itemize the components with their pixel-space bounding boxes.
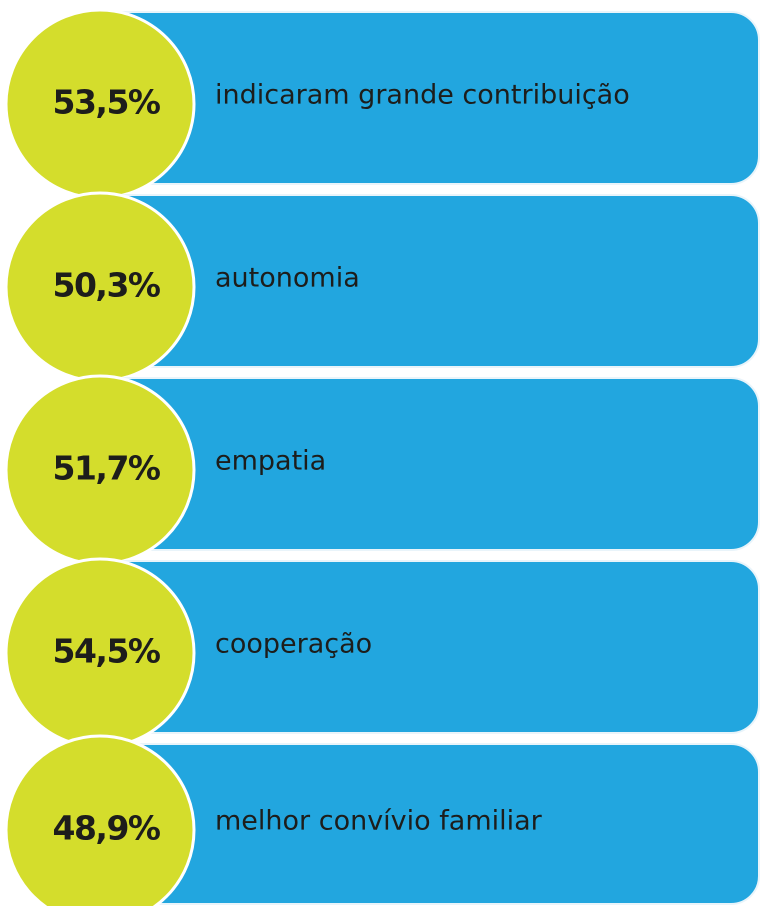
value-circle bbox=[4, 734, 196, 906]
stat-row: 48,9% melhor convívio familiar bbox=[4, 734, 760, 906]
stat-label: empatia bbox=[215, 446, 326, 477]
stat-value: 53,5% bbox=[53, 83, 161, 122]
stat-label: cooperação bbox=[215, 629, 372, 660]
stat-value: 54,5% bbox=[53, 632, 161, 671]
stat-row: 54,5% cooperação bbox=[4, 557, 760, 749]
stat-value: 50,3% bbox=[53, 266, 161, 305]
stat-label: melhor convívio familiar bbox=[215, 806, 543, 837]
stat-row: 51,7% empatia bbox=[4, 374, 760, 566]
stat-label: autonomia bbox=[215, 263, 360, 294]
stat-value: 48,9% bbox=[53, 809, 161, 848]
stat-label: indicaram grande contribuição bbox=[215, 80, 630, 111]
stat-value: 51,7% bbox=[53, 449, 161, 488]
stat-row: 53,5% indicaram grande contribuição bbox=[4, 8, 760, 200]
stat-row: 50,3% autonomia bbox=[4, 191, 760, 383]
